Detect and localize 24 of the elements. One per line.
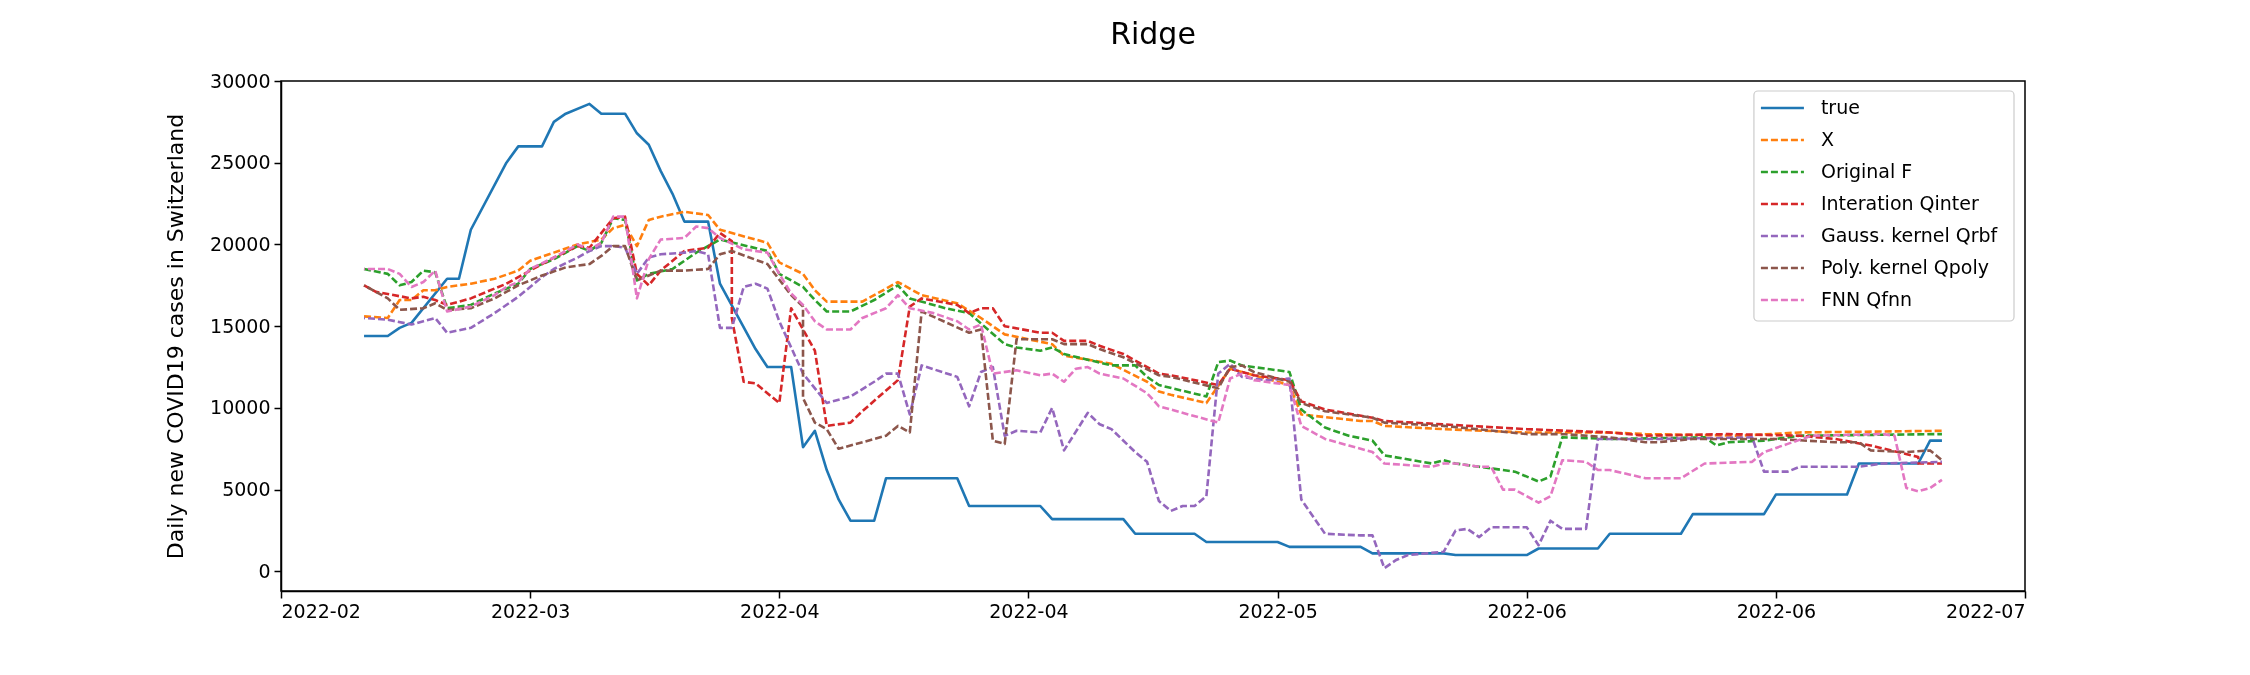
x-tick-label: 2022-04 [740,599,820,622]
y-tick-label: 15000 [210,314,271,337]
y-tick-label: 5000 [222,478,271,501]
legend-label: FNN Qfnn [1820,288,1913,310]
x-tick-label: 2022-02 [281,599,361,622]
legend-label: X [1820,128,1834,150]
x-tick-label: 2022-06 [1736,599,1817,622]
chart-title: Ridge [1110,16,1196,51]
x-tick-label: 2022-06 [1487,599,1567,622]
legend-label: true [1820,96,1860,118]
y-tick-label: 30000 [210,69,271,92]
y-tick-label: 20000 [210,232,271,255]
x-tick-label: 2022-07 [1946,599,2026,622]
x-tick-label: 2022-04 [989,599,1069,622]
x-tick-label: 2022-05 [1238,599,1318,622]
legend-label: Interation Qinter [1820,192,1980,214]
legend-label: Gauss. kernel Qrbf [1820,224,1999,246]
y-axis-title: Daily new COVID19 cases in Switzerland [163,113,189,560]
y-tick-label: 0 [258,559,271,582]
y-tick-label: 25000 [210,151,271,174]
legend-label: Original F [1820,160,1913,182]
y-tick-label: 10000 [210,396,271,419]
legend-label: Poly. kernel Qpoly [1820,256,1989,278]
x-tick-label: 2022-03 [490,599,571,622]
